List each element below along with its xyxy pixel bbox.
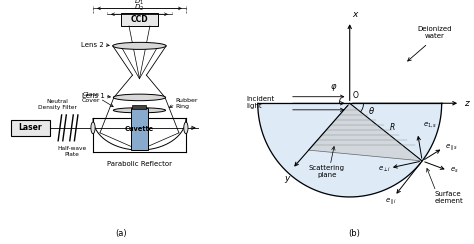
Text: Surface
element: Surface element [435,191,464,204]
Text: (a): (a) [115,229,127,238]
Text: Lens 1: Lens 1 [82,93,105,99]
Text: (b): (b) [348,229,360,238]
Text: Scattering
plane: Scattering plane [309,165,345,178]
Bar [10,120,50,136]
Text: Lens 2: Lens 2 [81,42,103,48]
Text: Neutral
Density Filter: Neutral Density Filter [37,100,76,110]
Text: $e_{\parallel s}$: $e_{\parallel s}$ [445,142,458,152]
Ellipse shape [113,108,165,113]
Text: $x$: $x$ [352,10,360,19]
Text: $z$: $z$ [464,99,470,108]
Bar [131,108,147,150]
Text: Half-wave
Plate: Half-wave Plate [57,146,87,157]
Text: Deionized
water: Deionized water [418,27,452,40]
Text: $D_2$: $D_2$ [135,3,145,13]
Polygon shape [308,103,422,161]
Text: $e_{\perp i}$: $e_{\perp i}$ [378,164,391,174]
Text: $\theta$: $\theta$ [368,105,374,116]
Text: $D_1$: $D_1$ [135,0,145,7]
Bar [132,105,146,109]
Text: $\varphi$: $\varphi$ [330,82,337,93]
Text: $y$: $y$ [284,173,292,184]
Text: Parabolic Reflector: Parabolic Reflector [107,161,172,167]
Text: $e_{\parallel i}$: $e_{\parallel i}$ [385,196,397,206]
Text: $R$: $R$ [390,121,396,132]
Ellipse shape [113,94,165,101]
Ellipse shape [184,122,188,134]
Text: $e_s$: $e_s$ [450,166,458,175]
Ellipse shape [91,122,95,134]
Text: Incident
light: Incident light [246,96,274,109]
Text: $e_{1,s}$: $e_{1,s}$ [423,120,438,129]
Text: CCD: CCD [131,15,148,24]
Text: O: O [353,92,358,101]
Ellipse shape [113,42,166,49]
Text: Laser: Laser [18,123,42,132]
Text: Rubber
Ring: Rubber Ring [175,98,198,109]
Bar [121,13,158,26]
Text: Cuvette: Cuvette [125,126,154,132]
Text: Glass
Cover: Glass Cover [82,92,100,103]
Polygon shape [258,103,442,197]
